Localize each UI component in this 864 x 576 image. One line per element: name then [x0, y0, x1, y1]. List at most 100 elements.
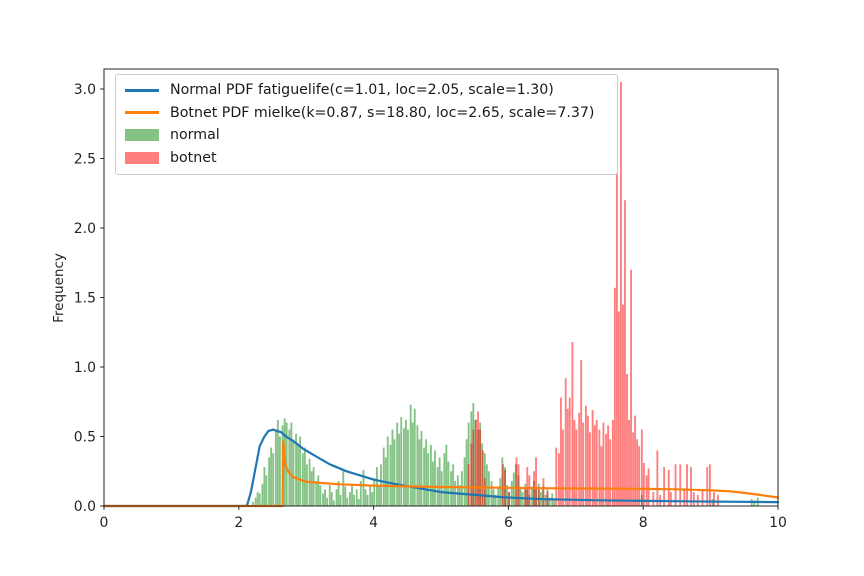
histogram-bar-botnet — [611, 419, 614, 506]
histogram-bar-normal — [409, 404, 412, 506]
histogram-bar-normal — [272, 453, 275, 506]
legend: Normal PDF fatiguelife(c=1.01, loc=2.05,… — [115, 74, 618, 175]
histogram-bar-normal — [431, 461, 434, 506]
histogram-bar-normal — [531, 486, 533, 506]
histogram-bar-normal — [332, 500, 335, 506]
histogram-bar-botnet — [568, 397, 571, 506]
histogram-bar-botnet — [640, 429, 643, 506]
x-tick-label: 10 — [769, 515, 787, 531]
x-tick-label: 6 — [504, 515, 513, 531]
histogram-bar-normal — [460, 471, 463, 506]
histogram-bar-normal — [458, 485, 461, 506]
histogram-bar-botnet — [618, 311, 620, 506]
histogram-bar-botnet — [595, 419, 598, 506]
histogram-bar-botnet — [620, 82, 622, 506]
histogram-bar-botnet — [656, 450, 659, 506]
histogram-bar-normal — [371, 492, 374, 506]
histogram-bar-botnet — [537, 489, 540, 506]
histogram-bar-botnet — [630, 269, 632, 506]
histogram-bar-normal — [256, 492, 259, 506]
histogram-bar-botnet — [467, 464, 470, 506]
histogram-bar-normal — [274, 429, 277, 506]
histogram-bar-normal — [312, 467, 315, 506]
histogram-bar-normal — [373, 478, 376, 506]
histogram-bar-normal — [465, 439, 468, 506]
histogram-bar-normal — [438, 457, 441, 506]
histogram-bar-normal — [407, 429, 409, 506]
histogram-bar-botnet — [607, 425, 610, 506]
histogram-bar-normal — [254, 497, 257, 506]
histogram-bar-botnet — [589, 432, 591, 506]
histogram-bar-botnet — [600, 446, 603, 506]
histogram-bar-botnet — [708, 464, 711, 506]
histogram-bar-normal — [416, 425, 419, 506]
histogram-bar-botnet — [615, 172, 618, 506]
histogram-bar-normal — [299, 436, 302, 506]
histogram-bar-normal — [364, 489, 367, 506]
histogram-bar-botnet — [515, 457, 518, 506]
histogram-bar-normal — [490, 480, 493, 506]
legend-label: normal — [170, 127, 220, 144]
histogram-bar-normal — [359, 480, 362, 506]
pdf-curve-botnet — [102, 440, 780, 508]
histogram-bar-normal — [753, 500, 756, 506]
histogram-bar-normal — [544, 494, 547, 506]
histogram-bar-botnet — [647, 468, 650, 506]
histogram-bar-normal — [413, 408, 416, 506]
histogram-bar-botnet — [642, 462, 645, 506]
histogram-bar-normal — [425, 439, 428, 506]
histogram-bar-normal — [276, 419, 279, 506]
histogram-bar-normal — [443, 453, 446, 506]
histogram-bar-normal — [485, 464, 488, 506]
legend-row-normal-hist: normal — [125, 124, 608, 147]
histogram-bar-botnet — [479, 429, 482, 506]
histogram-bar-normal — [510, 480, 513, 506]
histogram-bar-botnet — [562, 429, 564, 506]
legend-row-botnet-pdf: Botnet PDF mielke(k=0.87, s=18.80, loc=2… — [125, 102, 608, 125]
x-tick-label: 0 — [100, 515, 109, 531]
histogram-bar-botnet — [652, 492, 655, 506]
histogram-bar-botnet — [578, 412, 581, 506]
histogram-bar-botnet — [624, 200, 626, 506]
histogram-bar-normal — [492, 489, 495, 506]
histogram-bar-botnet — [564, 378, 567, 506]
histogram-bar-botnet — [636, 439, 639, 506]
histogram-bar-botnet — [598, 429, 601, 506]
histogram-bar-botnet — [609, 439, 612, 506]
histogram-bar-botnet — [622, 304, 624, 506]
histogram-bar-botnet — [573, 419, 576, 506]
legend-line-swatch-orange — [125, 111, 159, 115]
histogram-bar-botnet — [502, 464, 504, 506]
histogram-bar-normal — [261, 483, 264, 506]
histogram-bar-normal — [463, 457, 466, 506]
histogram-bar-normal — [405, 419, 407, 506]
histogram-bar-botnet — [690, 467, 692, 506]
legend-patch-swatch-red — [125, 151, 159, 164]
histogram-bar-normal — [290, 422, 293, 506]
histogram-bar-normal — [393, 439, 396, 506]
y-tick-label: 3.0 — [74, 82, 96, 98]
histogram-bar-normal — [418, 439, 421, 506]
histogram-bar-botnet — [717, 494, 719, 506]
histogram-bar-normal — [339, 494, 342, 506]
histogram-bar-botnet — [517, 464, 520, 506]
histogram-bar-botnet — [528, 475, 531, 506]
histogram-bar-botnet — [542, 478, 545, 506]
histogram-bar-normal — [440, 471, 443, 506]
y-tick-label: 0.0 — [74, 499, 96, 515]
histogram-bar-normal — [252, 501, 254, 506]
histogram-bar-normal — [456, 475, 459, 506]
histogram-bar-normal — [452, 464, 455, 506]
legend-label: botnet — [170, 149, 217, 166]
histogram-bar-normal — [447, 461, 450, 506]
histogram-bar-normal — [324, 489, 326, 506]
histogram-bar-normal — [349, 492, 351, 506]
histogram-bar-normal — [326, 497, 329, 506]
histogram-bar-botnet — [470, 443, 473, 506]
histogram-bar-normal — [342, 471, 345, 506]
histogram-bar-normal — [335, 489, 338, 506]
histogram-bar-botnet — [571, 341, 574, 506]
histogram-bar-normal — [553, 499, 556, 506]
pdf-curve-normal — [102, 428, 780, 508]
